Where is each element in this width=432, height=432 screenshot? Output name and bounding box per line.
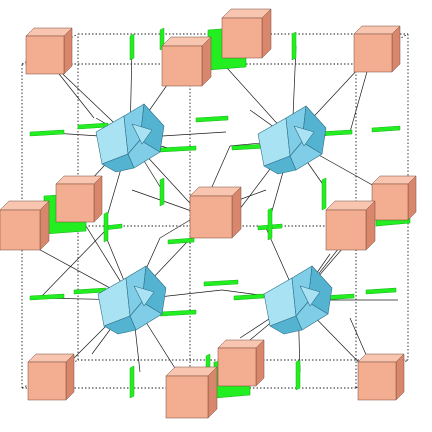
- cube-side-face: [365, 200, 376, 251]
- cube-side-face: [231, 186, 242, 239]
- bond-line: [39, 231, 105, 299]
- cube-side-face: [63, 27, 73, 75]
- cube-side-face: [39, 200, 50, 251]
- square-plate-icon: [167, 237, 195, 245]
- square-plate-icon: [203, 279, 239, 287]
- cube-front-face: [165, 375, 209, 419]
- cube-front-face: [0, 209, 41, 251]
- square-plate-icon: [29, 129, 65, 137]
- cluster-face: [263, 155, 297, 175]
- cube-side-face: [255, 339, 265, 387]
- cube-icon: [25, 27, 73, 75]
- cube-icon: [221, 8, 272, 59]
- cube-front-face: [55, 183, 95, 223]
- square-plate-icon: [371, 125, 401, 133]
- square-plate-icon: [159, 309, 197, 317]
- square-plate-icon: [233, 293, 265, 301]
- cube-front-face: [161, 45, 203, 87]
- square-plate-icon: [159, 145, 197, 153]
- square-plate-icon: [159, 177, 165, 207]
- cube-icon: [27, 353, 75, 401]
- cube-front-face: [27, 361, 67, 401]
- square-plate-icon: [321, 177, 327, 211]
- cube-icon: [189, 186, 242, 239]
- cluster-face: [293, 125, 315, 147]
- cube-icon: [165, 366, 218, 419]
- cube-icon: [55, 175, 103, 223]
- cube-side-face: [395, 353, 405, 401]
- cube-side-face: [201, 36, 212, 87]
- square-plate-icon: [103, 211, 109, 243]
- square-plate-icon: [365, 287, 397, 295]
- cluster-face: [131, 123, 153, 145]
- octahedron-icon: [95, 103, 165, 173]
- cube-front-face: [221, 17, 263, 59]
- cluster-face: [101, 153, 135, 173]
- cube-icon: [0, 200, 50, 251]
- square-plate-icon: [129, 33, 135, 61]
- bond-line: [131, 189, 201, 215]
- cube-front-face: [325, 209, 367, 251]
- cube-side-face: [65, 353, 75, 401]
- square-plate-icon: [29, 293, 65, 301]
- square-plate-icon: [195, 115, 229, 123]
- cube-icon: [357, 353, 405, 401]
- cube-front-face: [357, 361, 397, 401]
- square-plate-icon: [267, 207, 273, 241]
- cube-front-face: [371, 183, 409, 221]
- blue-clusters: [95, 103, 333, 335]
- cube-front-face: [217, 347, 257, 387]
- cube-icon: [161, 36, 212, 87]
- square-plate-icon: [291, 31, 297, 61]
- cube-side-face: [261, 8, 272, 59]
- cube-side-face: [407, 175, 417, 221]
- square-plate-icon: [295, 359, 301, 391]
- square-plate-icon: [129, 365, 135, 399]
- cube-side-face: [391, 25, 401, 73]
- cube-icon: [217, 339, 265, 387]
- octahedron-icon: [263, 265, 333, 335]
- cube-icon: [325, 200, 376, 251]
- cube-icon: [371, 175, 417, 221]
- cube-front-face: [189, 195, 233, 239]
- cube-icon: [353, 25, 401, 73]
- octahedron-icon: [97, 265, 167, 335]
- cluster-face: [299, 285, 321, 307]
- cube-front-face: [25, 35, 65, 75]
- cube-side-face: [93, 175, 103, 223]
- cube-front-face: [353, 33, 393, 73]
- octahedron-icon: [257, 105, 327, 175]
- cluster-face: [103, 315, 137, 335]
- cluster-face: [269, 315, 303, 335]
- cube-side-face: [207, 366, 218, 419]
- salmon-cubes: [0, 8, 417, 419]
- cluster-face: [133, 285, 155, 307]
